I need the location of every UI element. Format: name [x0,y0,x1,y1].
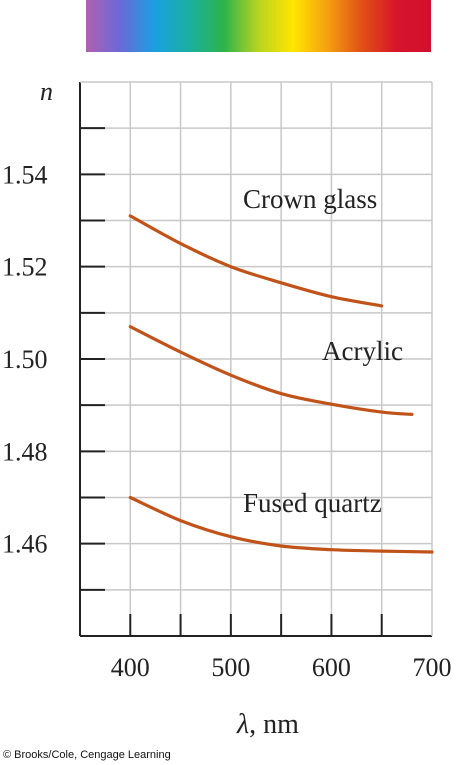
labels: 1.46 1.48 1.50 1.52 1.54 400 500 600 700 n Crown g… [2,77,452,682]
y-tick-label: 1.54 [2,160,48,189]
x-tick-label: 700 [413,653,452,682]
series-line-crown-glass [128,214,384,308]
lambda-symbol: λ [236,709,249,740]
visible-spectrum-bar [86,0,431,52]
series-line-acrylic [128,325,414,416]
ticks [80,127,383,636]
x-tick-label: 500 [211,653,250,682]
grid [80,82,432,636]
series-label-fused-quartz: Fused quartz [243,488,382,518]
series-line-fused-quartz [128,495,434,554]
x-axis-title: λ, nm [236,709,299,740]
y-axis-title: n [40,77,53,106]
x-axis-unit: , nm [249,709,299,740]
x-tick-label: 400 [111,653,150,682]
y-tick-label: 1.46 [2,530,48,559]
credit-text: © Brooks/Cole, Cengage Learning [3,749,171,761]
series-label-crown-glass: Crown glass [243,184,377,214]
y-tick-label: 1.52 [2,253,48,282]
y-tick-label: 1.50 [2,345,48,374]
y-tick-label: 1.48 [2,437,48,466]
series-label-acrylic: Acrylic [322,336,403,366]
x-tick-label: 600 [312,653,351,682]
series-lines [128,214,434,554]
